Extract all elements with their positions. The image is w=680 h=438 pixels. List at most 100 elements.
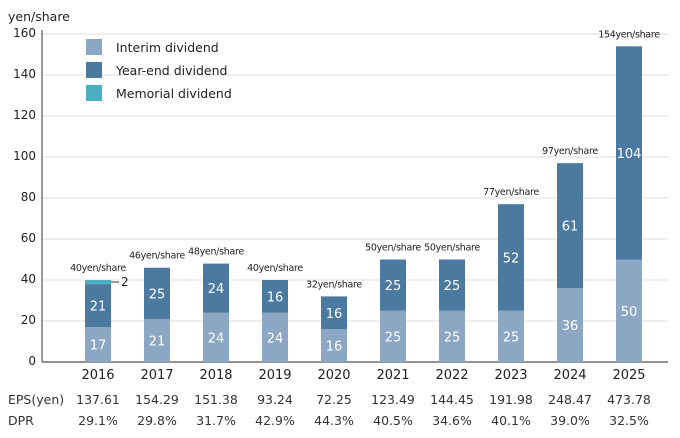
segment-label-year-end-2024: 61 bbox=[562, 220, 579, 235]
total-label-2021: 50yen/share bbox=[365, 243, 421, 254]
legend-label-interim: Interim dividend bbox=[116, 39, 219, 55]
bar-year-end-2019 bbox=[262, 280, 288, 313]
total-label-2018: 48yen/share bbox=[188, 247, 244, 258]
legend-swatch-interim bbox=[86, 39, 102, 55]
segment-label-memorial-2016: 2 bbox=[121, 275, 129, 289]
segment-label-interim-2018: 24 bbox=[208, 331, 225, 346]
segment-label-interim-2021: 25 bbox=[385, 330, 402, 345]
dpr-value-2016: 29.1% bbox=[78, 413, 118, 428]
total-label-2022: 50yen/share bbox=[424, 243, 480, 254]
x-tick-label: 2025 bbox=[612, 368, 646, 383]
bar-year-end-2017 bbox=[144, 267, 170, 319]
y-tick-label: 80 bbox=[20, 190, 36, 204]
segment-label-year-end-2023: 52 bbox=[503, 251, 520, 266]
eps-value-2025: 473.78 bbox=[607, 392, 651, 407]
bar-year-end-2021 bbox=[380, 259, 406, 311]
legend-item-interim: Interim dividend bbox=[86, 36, 232, 58]
y-tick-label: 120 bbox=[13, 108, 36, 122]
segment-label-interim-2023: 25 bbox=[503, 330, 520, 345]
x-tick-label: 2021 bbox=[376, 368, 410, 383]
segment-label-interim-2025: 50 bbox=[621, 305, 638, 320]
eps-value-2018: 151.38 bbox=[194, 392, 238, 407]
bars bbox=[85, 46, 642, 362]
bar-year-end-2016 bbox=[85, 284, 111, 328]
segment-label-year-end-2025: 104 bbox=[617, 147, 642, 162]
dpr-value-2025: 32.5% bbox=[609, 413, 649, 428]
dpr-value-2023: 40.1% bbox=[491, 413, 531, 428]
total-label-2024: 97yen/share bbox=[542, 146, 598, 157]
bar-memorial-2016 bbox=[85, 280, 111, 285]
bar-interim-2024 bbox=[557, 288, 583, 362]
x-tick-label: 2016 bbox=[81, 368, 115, 383]
total-label-2023: 77yen/share bbox=[483, 187, 539, 198]
total-label-2025: 154yen/share bbox=[598, 29, 660, 40]
eps-value-2024: 248.47 bbox=[548, 392, 592, 407]
segment-label-year-end-2022: 25 bbox=[444, 279, 461, 294]
segment-label-interim-2022: 25 bbox=[444, 330, 461, 345]
x-tick-label: 2024 bbox=[553, 368, 587, 383]
bar-year-end-2018 bbox=[203, 263, 229, 313]
bar-year-end-2023 bbox=[498, 204, 524, 311]
y-tick-label: 0 bbox=[28, 354, 36, 368]
bar-year-end-2022 bbox=[439, 259, 465, 311]
eps-value-2017: 154.29 bbox=[135, 392, 179, 407]
segment-label-interim-2017: 21 bbox=[149, 334, 166, 349]
x-tick-label: 2019 bbox=[258, 368, 292, 383]
legend-swatch-memorial bbox=[86, 85, 102, 101]
x-tick-label: 2022 bbox=[435, 368, 469, 383]
dpr-value-2019: 42.9% bbox=[255, 413, 295, 428]
bar-year-end-2020 bbox=[321, 296, 347, 330]
bar-interim-2016 bbox=[85, 327, 111, 362]
y-tick-label: 140 bbox=[13, 67, 36, 81]
x-tick-label: 2017 bbox=[140, 368, 174, 383]
eps-row-label: EPS(yen) bbox=[8, 392, 65, 407]
y-tick-label: 100 bbox=[13, 149, 36, 163]
y-tick-label: 20 bbox=[20, 313, 36, 327]
dpr-value-2021: 40.5% bbox=[373, 413, 413, 428]
x-tick-label: 2023 bbox=[494, 368, 528, 383]
segment-label-year-end-2016: 21 bbox=[90, 300, 107, 315]
legend-label-memorial: Memorial dividend bbox=[116, 85, 232, 101]
segment-label-interim-2016: 17 bbox=[90, 339, 107, 354]
eps-value-2022: 144.45 bbox=[430, 392, 474, 407]
total-label-2017: 46yen/share bbox=[129, 251, 185, 262]
y-axis-title: yen/share bbox=[8, 9, 70, 24]
bar-interim-2019 bbox=[262, 312, 288, 362]
segment-label-year-end-2021: 25 bbox=[385, 279, 402, 294]
x-tick-label: 2018 bbox=[199, 368, 233, 383]
legend: Interim dividend Year-end dividend Memor… bbox=[86, 36, 232, 105]
y-tick-label: 40 bbox=[20, 272, 36, 286]
segment-label-interim-2020: 16 bbox=[326, 340, 343, 355]
x-tick-label: 2020 bbox=[317, 368, 351, 383]
bar-interim-2018 bbox=[203, 312, 229, 362]
eps-value-2020: 72.25 bbox=[316, 392, 352, 407]
y-tick-label: 60 bbox=[20, 231, 36, 245]
eps-value-2023: 191.98 bbox=[489, 392, 533, 407]
segment-labels: 17 21 2 21 25 24 24 24 16 16 16 25 25 25 25 25 52 36 61 50 1… bbox=[90, 147, 642, 355]
y-tick-label: 160 bbox=[13, 26, 36, 40]
dpr-value-2017: 29.8% bbox=[137, 413, 177, 428]
segment-label-interim-2024: 36 bbox=[562, 319, 579, 334]
bar-interim-2021 bbox=[380, 310, 406, 362]
segment-label-year-end-2019: 16 bbox=[267, 290, 284, 305]
total-label-2020: 32yen/share bbox=[306, 279, 362, 290]
legend-item-memorial: Memorial dividend bbox=[86, 82, 232, 104]
bar-interim-2023 bbox=[498, 310, 524, 362]
eps-value-2021: 123.49 bbox=[371, 392, 415, 407]
bar-interim-2022 bbox=[439, 310, 465, 362]
bar-year-end-2025 bbox=[616, 46, 642, 260]
segment-label-year-end-2020: 16 bbox=[326, 307, 343, 322]
eps-value-2019: 93.24 bbox=[257, 392, 293, 407]
legend-label-year-end: Year-end dividend bbox=[116, 62, 228, 78]
dpr-value-2022: 34.6% bbox=[432, 413, 472, 428]
bar-interim-2017 bbox=[144, 318, 170, 362]
bar-interim-2020 bbox=[321, 329, 347, 362]
bar-year-end-2024 bbox=[557, 163, 583, 289]
legend-swatch-year-end bbox=[86, 62, 102, 78]
segment-label-year-end-2017: 25 bbox=[149, 287, 166, 302]
dpr-value-2020: 44.3% bbox=[314, 413, 354, 428]
legend-item-year-end: Year-end dividend bbox=[86, 59, 232, 81]
dpr-value-2018: 31.7% bbox=[196, 413, 236, 428]
